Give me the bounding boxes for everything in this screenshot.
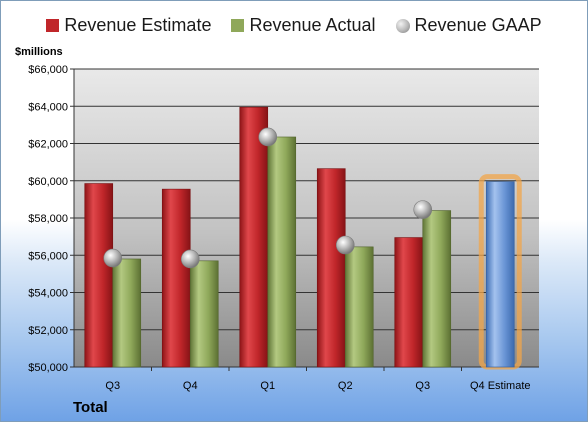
y-tick-label: $56,000 bbox=[28, 250, 68, 262]
legend-label-revenue-estimate: Revenue Estimate bbox=[64, 15, 212, 35]
x-tick-label: Q3 bbox=[105, 380, 120, 392]
bar-revenue-estimate bbox=[394, 237, 424, 368]
marker-revenue-gaap bbox=[258, 127, 278, 147]
x-tick-label: Q4 Estimate bbox=[470, 380, 531, 392]
marker-revenue-gaap bbox=[335, 235, 355, 255]
legend-swatch-revenue-gaap bbox=[395, 18, 410, 33]
y-tick-label: $52,000 bbox=[28, 325, 68, 337]
bar-revenue-actual bbox=[189, 260, 219, 368]
bar-revenue-actual bbox=[422, 210, 452, 368]
legend-item-revenue-gaap: Revenue GAAP bbox=[395, 15, 542, 36]
marker-revenue-gaap bbox=[180, 249, 200, 269]
bar-revenue-estimate bbox=[239, 106, 269, 368]
bar-revenue-estimate bbox=[316, 168, 346, 368]
legend-swatch-revenue-estimate bbox=[46, 19, 60, 32]
legend-label-revenue-actual: Revenue Actual bbox=[249, 15, 376, 35]
y-tick-label: $66,000 bbox=[28, 64, 68, 76]
y-tick-label: $54,000 bbox=[28, 288, 68, 300]
bar-revenue-actual bbox=[112, 258, 142, 368]
y-tick-label: $60,000 bbox=[28, 176, 68, 188]
y-axis-unit-label: $millions bbox=[15, 46, 63, 58]
legend-label-revenue-gaap: Revenue GAAP bbox=[414, 15, 542, 35]
y-tick-label: $58,000 bbox=[28, 213, 68, 225]
legend-swatch-revenue-actual bbox=[231, 19, 245, 32]
x-tick-label: Q4 bbox=[183, 380, 198, 392]
y-tick-label: $62,000 bbox=[28, 139, 68, 151]
bar-revenue-actual bbox=[344, 246, 374, 368]
x-axis-title: Total bbox=[73, 399, 108, 416]
marker-revenue-gaap bbox=[103, 248, 123, 268]
marker-revenue-gaap bbox=[413, 200, 433, 219]
bar-revenue-estimate bbox=[84, 183, 114, 368]
y-tick-label: $50,000 bbox=[28, 362, 68, 374]
x-tick-label: Q1 bbox=[260, 380, 275, 392]
bar-revenue-actual bbox=[267, 136, 297, 368]
legend-item-revenue-actual: Revenue Actual bbox=[231, 15, 376, 36]
bar-revenue-estimate bbox=[161, 188, 191, 368]
bar-revenue-estimate-future bbox=[485, 181, 515, 368]
legend: Revenue Estimate Revenue Actual Revenue … bbox=[1, 15, 587, 36]
y-tick-label: $64,000 bbox=[28, 101, 68, 113]
x-tick-label: Q3 bbox=[415, 380, 430, 392]
legend-item-revenue-estimate: Revenue Estimate bbox=[46, 15, 211, 36]
x-tick-label: Q2 bbox=[338, 380, 353, 392]
